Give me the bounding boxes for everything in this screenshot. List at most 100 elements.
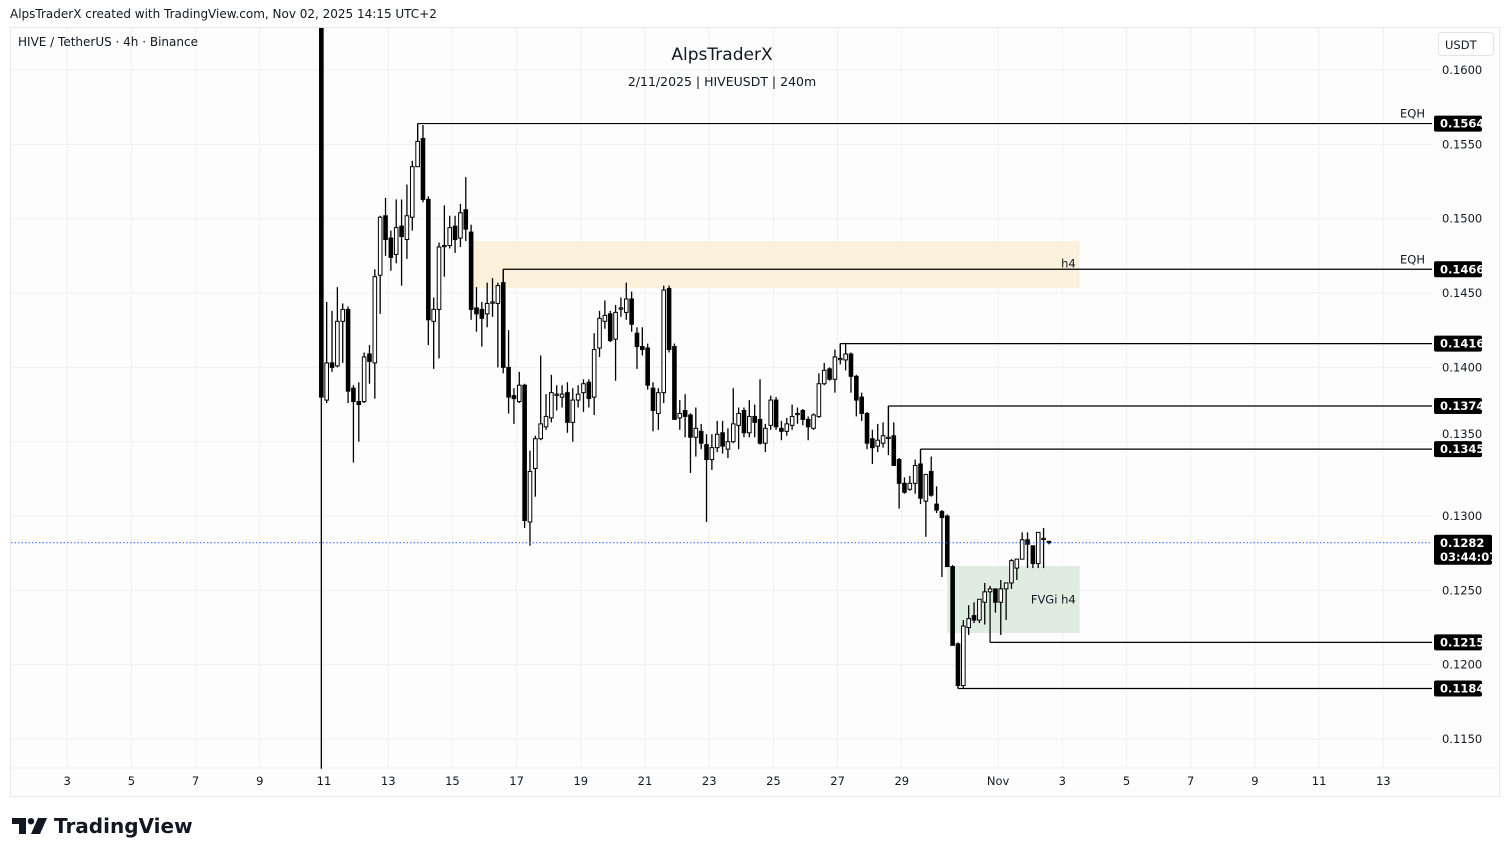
candle-body: [704, 444, 709, 461]
price-tick-label: 0.1450: [1442, 286, 1482, 300]
level-0.1564: EQH: [417, 107, 1432, 142]
candle: [752, 404, 757, 438]
candle-body: [613, 311, 618, 340]
price-badge-label: 0.1416: [1440, 337, 1484, 351]
candle-body: [490, 301, 495, 304]
price-badge-label: 0.1184: [1440, 681, 1484, 695]
candle-body: [693, 427, 699, 438]
candle-body: [752, 415, 757, 423]
candle-body: [1025, 539, 1030, 545]
candle-body: [618, 307, 624, 310]
candle: [714, 420, 720, 453]
candle-body: [356, 401, 362, 406]
candle-body: [420, 137, 426, 200]
candle: [1025, 532, 1030, 569]
candle-body: [907, 482, 913, 490]
candle: [848, 352, 854, 393]
currency-button[interactable]: USDT: [1438, 32, 1494, 56]
candle-body: [950, 566, 955, 646]
candle: [709, 434, 715, 470]
candle-body: [982, 591, 988, 603]
candle-body: [533, 438, 538, 469]
chart-title: AlpsTraderX: [671, 45, 773, 65]
candle-body: [977, 598, 982, 621]
candle: [629, 291, 634, 332]
candle-body: [575, 393, 581, 401]
candle-body: [928, 470, 934, 496]
time-tick-label: 27: [830, 774, 845, 788]
level-0.1215: [989, 591, 1432, 643]
candle: [661, 285, 667, 404]
candle-body: [736, 412, 741, 426]
candle-body: [682, 409, 688, 417]
candle-body: [404, 215, 410, 241]
candle: [902, 477, 907, 494]
candle-body: [714, 433, 720, 449]
price-badge-label: 0.1215: [1440, 635, 1484, 649]
candle: [763, 423, 768, 453]
levels: EQH EQH: [417, 107, 1432, 690]
candle-body: [677, 412, 683, 419]
candle-body: [479, 308, 485, 319]
candle: [811, 413, 816, 430]
candle-body: [661, 289, 667, 394]
candle-body: [891, 435, 897, 466]
candle-body: [832, 356, 838, 380]
candle: [854, 374, 859, 417]
time-tick-label: 11: [317, 774, 332, 788]
candle: [650, 382, 656, 432]
level-label: EQH: [1400, 252, 1425, 266]
candle-body: [763, 427, 768, 444]
candle-body: [923, 473, 929, 502]
candle-body: [516, 384, 522, 403]
candle-body: [377, 216, 383, 276]
candle: [720, 420, 725, 454]
candle: [693, 407, 699, 457]
candle: [864, 411, 870, 450]
candle-body: [698, 430, 704, 444]
candle-body: [709, 447, 715, 461]
candle-body: [607, 313, 613, 342]
time-tick-label: 19: [573, 774, 588, 788]
candle-body: [559, 393, 565, 398]
candle: [404, 184, 410, 259]
candle-body: [650, 387, 656, 411]
candle: [896, 458, 902, 509]
candle: [607, 310, 613, 343]
candle-body: [939, 511, 945, 519]
candle: [784, 417, 790, 436]
time-tick-label: 15: [445, 774, 460, 788]
candle: [1041, 527, 1046, 569]
candle: [393, 199, 399, 264]
candle: [324, 301, 329, 404]
candle: [549, 374, 554, 423]
candle: [436, 242, 442, 359]
candle: [340, 303, 346, 363]
candle: [1046, 540, 1052, 545]
grid-lines: [11, 28, 1498, 769]
candle-body: [918, 463, 923, 499]
candle-body: [335, 320, 340, 367]
candle-body: [458, 212, 463, 239]
candle: [597, 310, 602, 357]
price-badge: [1434, 680, 1482, 697]
candle: [773, 397, 779, 430]
candle-body: [345, 308, 351, 392]
price-badge: [1434, 441, 1482, 458]
candle-body: [666, 288, 672, 351]
candle: [870, 429, 875, 465]
candle-body: [741, 409, 747, 434]
candle: [998, 579, 1004, 635]
candle-body: [361, 356, 367, 403]
candle-body: [495, 285, 501, 304]
candle: [559, 385, 565, 408]
time-tick-label: 21: [638, 774, 653, 788]
time-tick-label: 17: [509, 774, 524, 788]
tradingview-logo[interactable]: TradingView: [12, 814, 193, 838]
candle-body: [500, 282, 506, 368]
candle: [591, 333, 597, 415]
price-tick-label: 0.1350: [1442, 427, 1482, 441]
time-tick-label: 5: [1123, 774, 1130, 788]
candle: [581, 379, 586, 412]
